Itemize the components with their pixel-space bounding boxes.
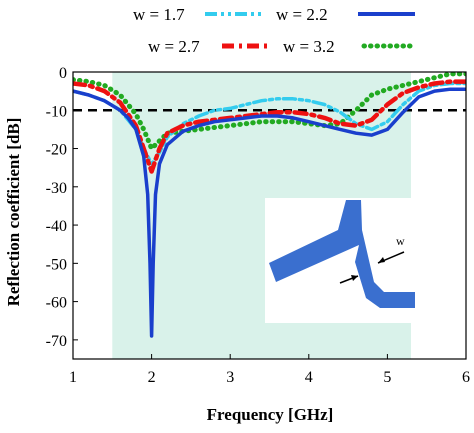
y-tick-label: -40 xyxy=(46,218,67,235)
y-tick-label: -30 xyxy=(46,180,67,197)
legend: w = 1.7 w = 2.2 w = 2.7 w = 3.2 xyxy=(133,5,415,56)
series-line-32 xyxy=(73,72,466,151)
y-tick-label: -20 xyxy=(46,142,67,159)
y-tick-label: -10 xyxy=(46,103,67,120)
y-tick-label: 0 xyxy=(59,65,67,82)
legend-label: w = 3.2 xyxy=(283,37,335,56)
legend-item-w32: w = 3.2 xyxy=(283,37,415,56)
y-ticks: 0 -10 -20 -30 -40 -50 -60 -70 xyxy=(46,65,78,350)
series-group xyxy=(73,72,466,338)
x-tick-label: 2 xyxy=(148,369,156,386)
y-tick-label: -50 xyxy=(46,256,67,273)
plot-frame xyxy=(72,71,467,360)
series-line-22 xyxy=(73,87,466,338)
y-axis-title: Reflection coefficient [dB] xyxy=(4,118,23,307)
x-tick-label: 3 xyxy=(226,369,234,386)
inset-t-junction xyxy=(269,200,415,308)
inset-arrowhead-right xyxy=(378,257,385,263)
legend-label: w = 2.7 xyxy=(148,37,200,56)
x-tick-label: 1 xyxy=(69,369,77,386)
x-tick-label: 4 xyxy=(305,369,313,386)
x-tick-label: 6 xyxy=(462,369,470,386)
legend-item-w17: w = 1.7 xyxy=(133,5,265,24)
legend-item-w22: w = 2.2 xyxy=(276,5,415,24)
x-axis-title: Frequency [GHz] xyxy=(207,405,334,424)
inset-diagram: w xyxy=(265,198,415,323)
legend-item-w27: w = 2.7 xyxy=(148,37,272,56)
y-tick-label: -70 xyxy=(46,333,67,350)
inset-arrowhead-left xyxy=(351,275,358,281)
inset-w-label: w xyxy=(396,234,405,248)
y-tick-label: -60 xyxy=(46,295,67,312)
legend-label: w = 2.2 xyxy=(276,5,328,24)
legend-label: w = 1.7 xyxy=(133,5,185,24)
x-tick-label: 5 xyxy=(383,369,391,386)
